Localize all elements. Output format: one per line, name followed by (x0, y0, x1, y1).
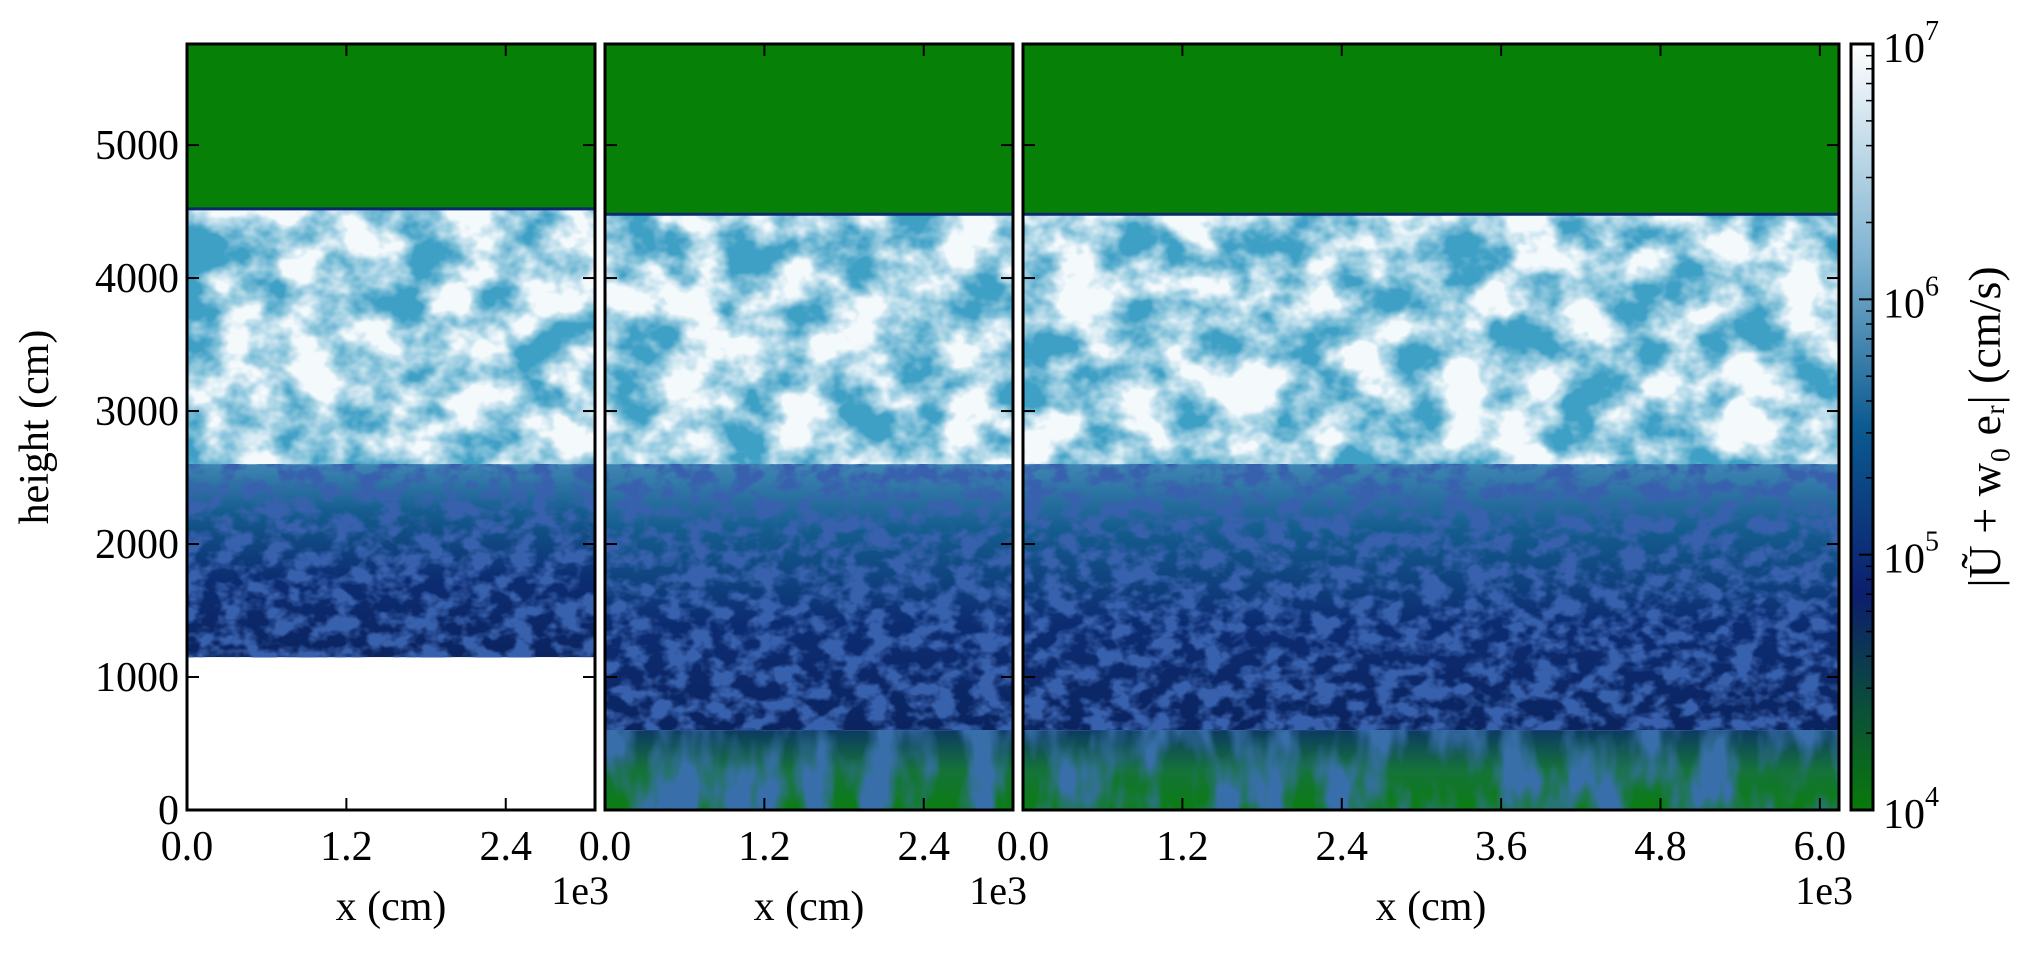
turbulence-stable-layer (605, 464, 1013, 731)
colorbar-gradient (1851, 44, 1873, 810)
layer-outer-envelope (605, 44, 1013, 215)
x-tick-label: 2.4 (480, 824, 533, 870)
y-tick-label: 2000 (95, 522, 179, 568)
colorbar-tick-label: 106 (1883, 271, 1939, 327)
panel-2: 0.0 1.2 2.4 x (cm) 1e3 (579, 42, 1027, 930)
x-offset-text: 1e3 (1795, 868, 1853, 913)
x-tick-label: 0.0 (161, 824, 214, 870)
x-tick-label: 0.0 (997, 824, 1050, 870)
panel-1: 0.0 1.2 2.4 x (cm) 1e3 (161, 42, 609, 930)
x-tick-label: 2.4 (898, 824, 951, 870)
turbulence-convective-layer (187, 208, 595, 465)
panel-frame (1021, 42, 1841, 812)
y-tick-label: 1000 (95, 655, 179, 701)
layer-outer-envelope (187, 44, 595, 209)
x-offset-text: 1e3 (551, 868, 609, 913)
colorbar-tick-label: 105 (1883, 527, 1939, 583)
x-axis-label: x (cm) (336, 884, 447, 930)
x-tick-label: 1.2 (1156, 824, 1209, 870)
layer-outer-envelope (1023, 44, 1839, 215)
x-tick-label: 2.4 (1316, 824, 1369, 870)
x-tick-label: 1.2 (738, 824, 791, 870)
turbulence-deep-interior (1023, 730, 1839, 810)
x-tick-label: 6.0 (1794, 824, 1847, 870)
y-tick-label: 0 (158, 788, 179, 834)
y-tick-label: 4000 (95, 256, 179, 302)
turbulence-convective-layer (1023, 214, 1839, 465)
x-offset-text: 1e3 (969, 868, 1027, 913)
y-axis-label: height (cm) (12, 330, 58, 525)
y-tick-label: 3000 (95, 389, 179, 435)
turbulence-stable-layer (1023, 464, 1839, 731)
y-tick-label: 5000 (95, 123, 179, 169)
turbulence-convective-layer (605, 214, 1013, 465)
x-axis-label: x (cm) (754, 884, 865, 930)
x-tick-label: 0.0 (579, 824, 632, 870)
panel-frame (603, 42, 1015, 812)
turbulence-deep-interior (605, 730, 1013, 810)
colorbar-tick-label: 104 (1883, 782, 1939, 838)
colorbar-label: |Ũ + w₀ eᵣ| (cm/s) (1959, 266, 2010, 587)
colorbar-tick-label: 107 (1883, 16, 1939, 72)
x-axis-label: x (cm) (1376, 884, 1487, 930)
panel-3: 0.0 1.2 2.4 3.6 4.8 6.0 x (cm) 1e3 (997, 42, 1853, 930)
panel-frame (185, 42, 597, 812)
x-tick-label: 3.6 (1475, 824, 1528, 870)
x-tick-label: 1.2 (320, 824, 373, 870)
x-tick-label: 4.8 (1634, 824, 1687, 870)
turbulence-stable-layer (187, 464, 595, 658)
